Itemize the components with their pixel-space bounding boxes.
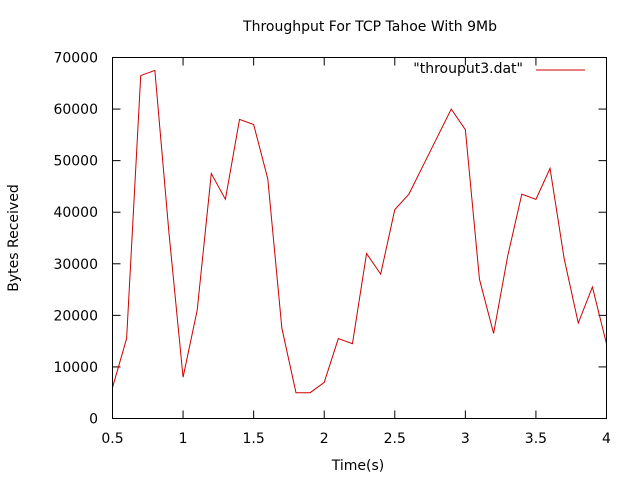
x-tick-label: 4	[602, 431, 611, 447]
x-tick-label: 2.5	[384, 431, 406, 447]
y-axis-label: Bytes Received	[6, 184, 22, 291]
y-tick-label: 60000	[53, 102, 98, 118]
y-tick-label: 10000	[53, 360, 98, 376]
legend-label: "throuput3.dat"	[413, 61, 523, 77]
x-tick-label: 3	[461, 431, 470, 447]
x-tick-label: 2	[320, 431, 329, 447]
series-line	[112, 69, 607, 394]
y-tick-label: 30000	[53, 257, 98, 273]
x-tick-label: 3.5	[525, 431, 547, 447]
axis-ticks	[112, 57, 607, 419]
y-tick-label: 50000	[53, 154, 98, 170]
x-tick-label: 1	[179, 431, 188, 447]
x-axis-label: Time(s)	[331, 458, 384, 474]
x-tick-label: 0.5	[101, 431, 123, 447]
axis-tick-labels: 0.5 1 1.5 2 2.5 3 3.5 4 0 10000 20000 30000 40000 500…	[53, 51, 611, 448]
y-tick-label: 70000	[53, 51, 98, 67]
legend: "throuput3.dat"	[413, 61, 585, 77]
y-tick-label: 20000	[53, 308, 98, 324]
x-tick-label: 1.5	[243, 431, 265, 447]
chart-title: Throughput For TCP Tahoe With 9Mb	[242, 19, 497, 35]
plot-frame	[112, 57, 607, 419]
y-tick-label: 40000	[53, 205, 98, 221]
y-tick-label: 0	[89, 412, 98, 428]
series-layer	[112, 69, 607, 394]
